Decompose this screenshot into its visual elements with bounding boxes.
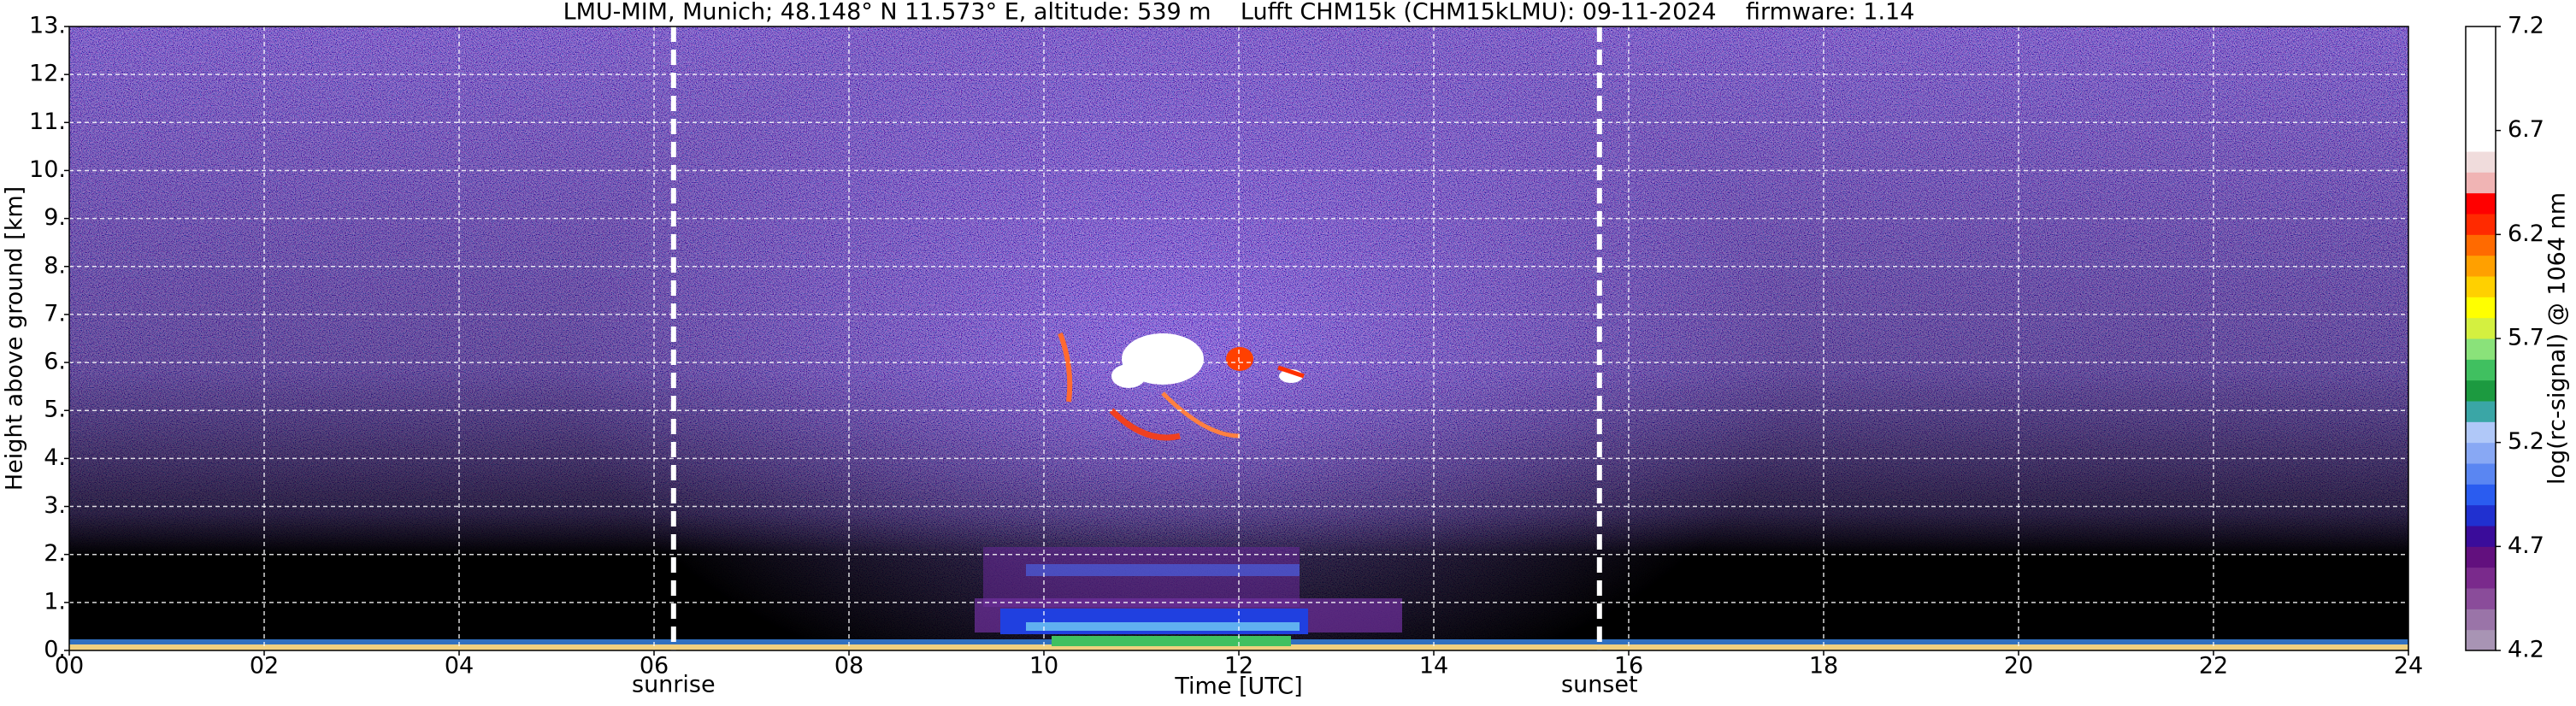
colorbar-swatch [2466,172,2496,194]
x-tick-label: 04 [445,653,474,680]
boundary-layer [1026,622,1300,631]
x-tick-label: 08 [834,653,864,680]
vline-label: sunrise [632,672,716,698]
colorbar-swatch [2466,484,2496,506]
y-tick-label: 0. [44,637,66,663]
colorbar-swatch [2466,297,2496,319]
y-tick-label: 1. [44,588,66,615]
boundary-layer [1026,564,1300,576]
x-tick-label: 02 [250,653,279,680]
x-tick-label: 16 [1614,653,1643,680]
y-tick-label: 8. [44,252,66,279]
ground-signal [1052,636,1291,646]
colorbar-swatch [2466,317,2496,339]
colorbar-tick-label: 7.2 [2508,13,2544,39]
x-tick-label: 00 [55,653,84,680]
colorbar-swatch [2466,526,2496,547]
colorbar-tick-label: 5.2 [2508,428,2544,455]
y-tick-label: 11. [29,109,66,135]
y-tick-label: 13. [29,13,66,39]
ground-signal [69,644,2408,650]
y-tick-label: 6. [44,349,66,375]
colorbar-swatch [2466,192,2496,215]
vlines [670,26,1602,650]
x-tick-label: 18 [1809,653,1838,680]
colorbar-swatch [2466,255,2496,277]
colorbar-swatch [2466,463,2496,485]
x-tick-label: 12 [1224,653,1253,680]
y-axis-label: Height above ground [km] [2,186,28,491]
x-tick-label: 14 [1419,653,1448,680]
colorbar-tick-label: 4.7 [2508,532,2544,559]
colorbar-tick-label: 4.2 [2508,637,2544,663]
colorbar-swatch [2466,504,2496,527]
colorbar-swatch [2466,338,2496,360]
colorbar-swatch [2466,379,2496,402]
colorbar-swatch [2466,89,2496,110]
y-tick-label: 7. [44,300,66,327]
colorbar-swatch [2466,214,2496,235]
colorbar-swatch [2466,68,2496,90]
colorbar-label: log(rc-signal) @ 1064 nm [2544,192,2571,485]
colorbar-tick-label: 5.7 [2508,325,2544,351]
x-axis-label: Time [UTC] [1174,674,1302,700]
x-tick-label: 24 [2394,653,2423,680]
colorbar-swatch [2466,359,2496,381]
y-tick-label: 5. [44,397,66,423]
colorbar-tick-label: 6.2 [2508,221,2544,247]
ticks: 00 02 04 06 08 10 12 14 16 18 20 22 24 0. 1. 2. 3. 4. 5. 6.… [29,13,2423,698]
colorbar-swatch [2466,130,2496,152]
grid [69,26,2408,650]
colorbar-swatch [2466,151,2496,173]
y-tick-label: 2. [44,540,66,567]
chart-title: LMU-MIM, Munich; 48.148° N 11.573° E, al… [563,0,1915,26]
y-tick-label: 3. [44,492,66,519]
colorbar-swatch [2466,47,2496,69]
colorbar: 4.2 4.7 5.2 5.7 6.2 6.7 7.2 [2465,13,2544,663]
x-tick-label: 20 [2004,653,2033,680]
colorbar-swatch [2466,588,2496,609]
y-tick-label: 9. [44,204,66,231]
colorbar-swatch [2466,442,2496,464]
colorbar-swatch [2466,109,2496,132]
colorbar-swatch [2466,546,2496,568]
cloud [1058,332,1305,441]
colorbar-swatch [2466,234,2496,256]
y-tick-label: 10. [29,156,66,183]
vline-label: sunset [1561,672,1638,698]
colorbar-swatch [2466,421,2496,444]
y-tick-label: 4. [44,444,66,471]
boundary-layer [983,547,1300,607]
colorbar-swatch [2466,567,2496,589]
x-tick-label: 22 [2199,653,2228,680]
colorbar-swatch [2466,401,2496,422]
y-tick-label: 12. [29,61,66,87]
colorbar-swatch [2466,609,2496,631]
colorbar-swatch [2466,629,2496,651]
colorbar-swatch [2466,276,2496,297]
x-tick-label: 06 [640,653,669,680]
colorbar-swatch [2466,26,2496,48]
x-tick-label: 10 [1029,653,1058,680]
colorbar-tick-label: 6.7 [2508,116,2544,143]
